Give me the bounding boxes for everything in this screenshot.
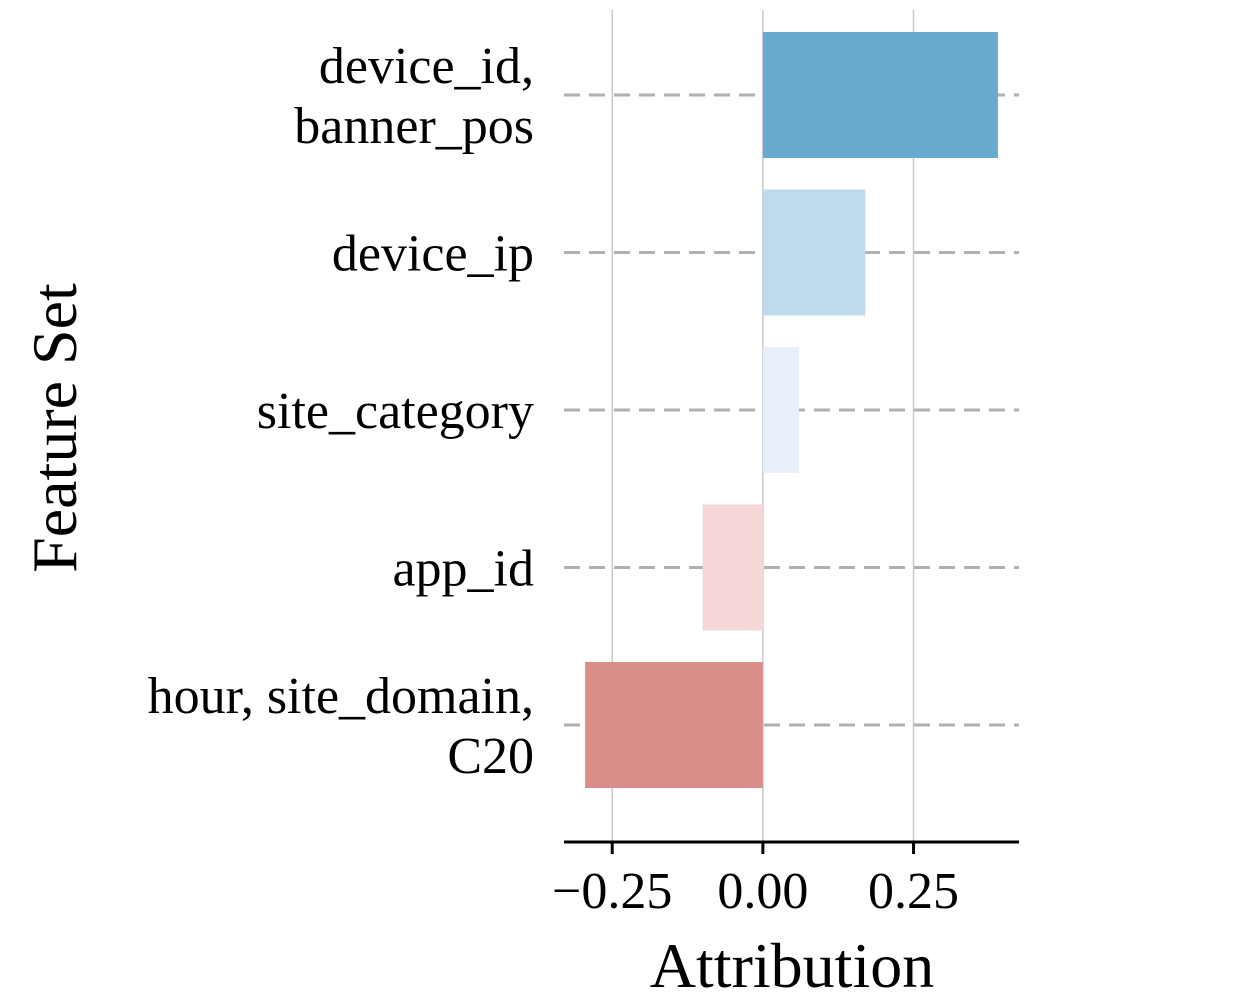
- category-label-2: site_category: [257, 383, 534, 440]
- category-label-line: banner_pos: [294, 98, 534, 155]
- category-label-line: site_category: [257, 383, 534, 440]
- x-tick-label-0: −0.25: [552, 863, 672, 920]
- category-label-line: app_id: [392, 541, 534, 598]
- x-tick-label-2: 0.25: [868, 863, 959, 920]
- y-axis-title: Feature Set: [19, 283, 90, 573]
- x-axis: −0.25 0.00 0.25: [552, 840, 1019, 920]
- bar-2: [762, 347, 800, 473]
- x-axis-title: Attribution: [650, 930, 934, 1001]
- bar-1: [762, 189, 866, 316]
- bar-0: [762, 32, 998, 158]
- category-label-3: app_id: [392, 541, 534, 598]
- category-label-line: device_ip: [332, 226, 534, 283]
- category-label-1: device_ip: [332, 226, 534, 283]
- bar-3: [702, 504, 763, 631]
- category-label-line: hour, site_domain,: [148, 668, 534, 725]
- x-tick-label-1: 0.00: [717, 863, 808, 920]
- category-label-4: hour, site_domain, C20: [148, 668, 534, 785]
- category-label-0: device_id, banner_pos: [294, 38, 534, 155]
- bar-4: [585, 662, 763, 788]
- category-label-line: device_id,: [319, 38, 534, 95]
- category-label-layer: device_id, banner_pos device_ip site_catego…: [148, 38, 534, 785]
- bar-layer: [585, 32, 998, 788]
- category-label-line: C20: [447, 728, 534, 785]
